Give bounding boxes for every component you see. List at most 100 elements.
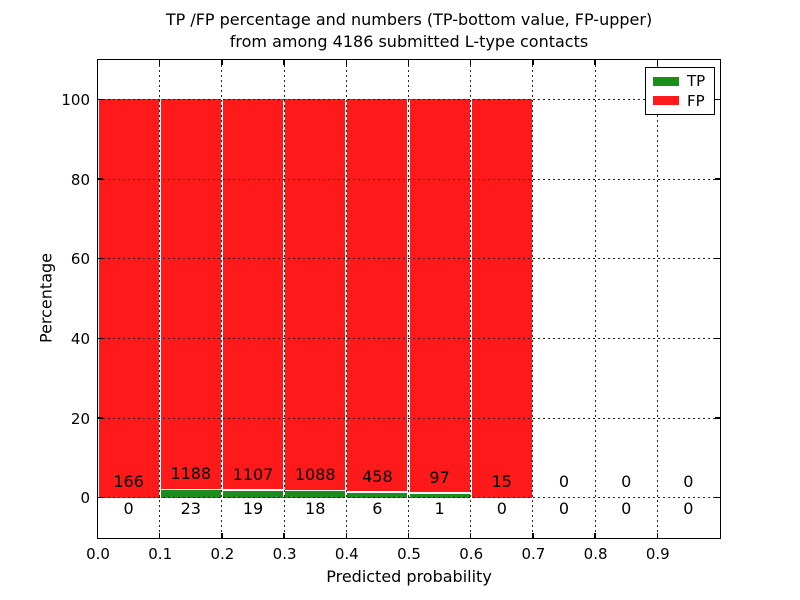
fp-bar (98, 99, 159, 498)
tp-count-label: 0 (496, 499, 507, 519)
x-axis-tick (469, 532, 472, 538)
x-axis-top-tick (158, 59, 161, 65)
y-axis-tick (97, 496, 103, 499)
y-axis-tick (97, 257, 103, 260)
x-tick-label: 0.0 (86, 545, 110, 563)
fp-count-label: 0 (621, 471, 632, 491)
fp-count-label: 1088 (294, 465, 336, 485)
x-axis-tick (594, 532, 596, 538)
x-axis-top-tick (594, 59, 596, 65)
fp-legend-label: FP (687, 91, 705, 110)
x-axis-tick (158, 532, 161, 538)
tp-count-label: 0 (558, 499, 570, 519)
fp-count-label: 1107 (232, 464, 274, 484)
tp-legend-swatch (653, 76, 679, 86)
chart-title: TP /FP percentage and numbers (TP-bottom… (98, 9, 720, 53)
v-gridline (345, 59, 347, 538)
x-axis-top-tick (221, 59, 223, 65)
tp-legend-label: TP (687, 72, 706, 91)
y-tick-label: 60 (70, 250, 90, 269)
y-axis-right-tick (714, 496, 720, 499)
x-axis-tick (656, 532, 659, 538)
x-axis-top-tick (345, 59, 348, 65)
y-axis-right-tick (714, 337, 720, 340)
tp-count-label: 18 (305, 499, 326, 519)
fp-bar (285, 99, 346, 490)
v-gridline (656, 59, 658, 538)
x-tick-label: 0.3 (272, 545, 297, 563)
chart-title-line1: TP /FP percentage and numbers (TP-bottom… (165, 10, 653, 29)
v-gridline (283, 59, 285, 538)
x-tick-label: 0.8 (583, 545, 608, 563)
y-axis-tick (97, 337, 103, 340)
chart-title-line2: from among 4186 submitted L-type contact… (229, 32, 589, 51)
x-axis-tick (221, 532, 223, 538)
x-axis-top-tick (656, 59, 659, 65)
tp-bar (160, 490, 221, 498)
fp-count-label: 166 (113, 471, 144, 491)
y-tick-label: 80 (70, 170, 90, 189)
y-axis-tick (97, 98, 103, 101)
y-axis-tick (97, 178, 103, 180)
tp-bar (222, 490, 284, 498)
y-tick-label: 0 (80, 489, 90, 508)
legend-item-tp: TP (653, 73, 707, 89)
fp-count-label: 0 (683, 471, 694, 491)
x-axis-tick (345, 532, 348, 538)
x-axis-top-tick (283, 59, 285, 65)
fp-count-label: 0 (558, 471, 570, 491)
tp-bar (409, 493, 470, 498)
x-tick-label: 0.2 (210, 545, 235, 563)
fp-count-label: 458 (362, 466, 393, 486)
tp-count-label: 23 (180, 499, 201, 519)
x-tick-label: 0.5 (397, 545, 421, 563)
fp-count-label: 15 (491, 471, 512, 491)
x-axis-top-tick (469, 59, 472, 65)
tp-bar (285, 491, 346, 498)
tp-count-label: 0 (621, 499, 632, 519)
plot-area: 166 0 1188 23 1107 19 1088 18 458 6 97 1 15 0 0 0 0 0 0 0 (96, 58, 721, 539)
y-tick-label: 100 (61, 90, 90, 109)
tp-count-label: 0 (683, 499, 694, 519)
fp-legend-swatch (653, 96, 679, 106)
y-axis-tick (97, 417, 103, 419)
x-tick-label: 0.6 (459, 545, 484, 563)
v-gridline (594, 59, 596, 538)
y-tick-label: 20 (70, 409, 90, 428)
x-axis-tick (283, 532, 285, 538)
y-axis-right-tick (714, 417, 720, 419)
fp-bar (409, 99, 470, 493)
y-axis-right-tick (714, 98, 720, 101)
x-tick-label: 0.7 (521, 545, 546, 563)
fp-count-label: 97 (429, 467, 450, 487)
v-gridline (159, 59, 161, 538)
v-gridline (470, 59, 472, 538)
x-axis-label: Predicted probability (326, 567, 492, 586)
fp-bar (347, 99, 408, 491)
x-axis-tick (407, 532, 410, 538)
fp-bar (222, 99, 284, 490)
tp-count-label: 19 (242, 499, 264, 519)
v-gridline (532, 59, 534, 538)
v-gridline (408, 59, 409, 538)
x-tick-label: 0.9 (645, 545, 670, 563)
x-tick-label: 0.4 (334, 545, 359, 563)
x-axis-tick (532, 532, 534, 538)
legend-item-fp: FP (653, 93, 707, 109)
fp-bar (471, 99, 532, 498)
x-axis-top-tick (407, 59, 410, 65)
y-tick-label: 40 (70, 329, 90, 348)
v-gridline (221, 59, 223, 538)
fp-count-label: 1188 (170, 464, 212, 484)
y-axis-right-tick (714, 257, 720, 260)
tp-bar (347, 492, 408, 498)
legend-box: TP FP (645, 67, 715, 115)
x-axis-top-tick (532, 59, 534, 65)
x-tick-label: 0.1 (148, 545, 173, 563)
tp-count-label: 1 (434, 499, 445, 519)
tp-count-label: 0 (123, 499, 134, 519)
y-axis-right-tick (714, 178, 720, 180)
fp-bar (160, 99, 221, 489)
tp-count-label: 6 (372, 499, 383, 519)
